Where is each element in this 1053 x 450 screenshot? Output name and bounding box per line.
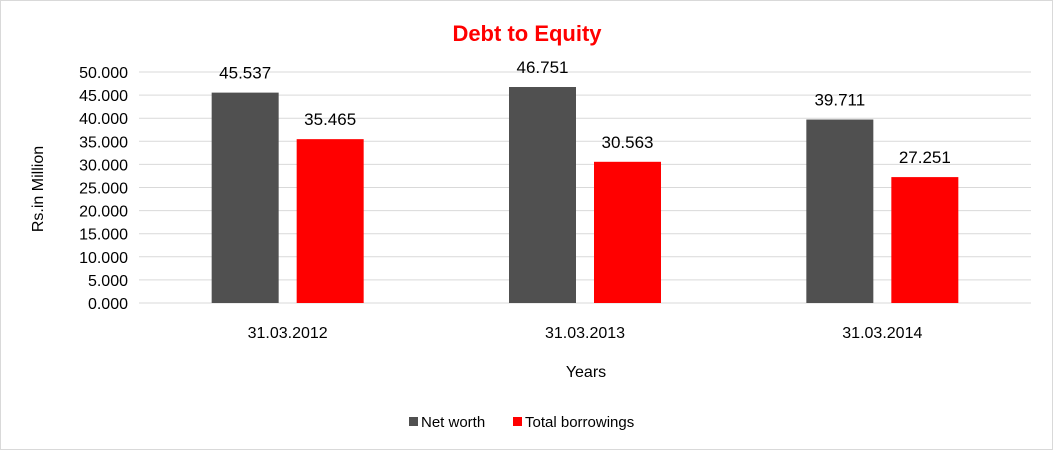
bar-net-worth (509, 87, 576, 304)
x-axis-ticks: 31.03.2012 31.03.2013 31.03.2014 (248, 325, 923, 342)
y-tick-label: 5.000 (88, 273, 128, 290)
y-tick-label: 45.000 (79, 88, 128, 105)
data-label: 27.251 (899, 148, 951, 167)
x-tick-label: 31.03.2013 (545, 325, 625, 342)
data-labels: 45.537 35.465 46.751 30.563 39.711 27.251 (219, 58, 951, 167)
legend-swatch (409, 417, 418, 426)
bar-total-borrowings (891, 177, 959, 303)
bar-total-borrowings (296, 139, 364, 303)
data-label: 35.465 (304, 110, 356, 129)
y-tick-label: 15.000 (79, 227, 128, 244)
gridlines (139, 71, 1031, 304)
y-tick-label: 35.000 (79, 134, 128, 151)
legend-label: Total borrowings (525, 414, 634, 431)
y-tick-label: 25.000 (79, 181, 128, 198)
x-tick-label: 31.03.2012 (248, 325, 328, 342)
bar-net-worth (211, 92, 279, 304)
y-tick-label: 30.000 (79, 157, 128, 174)
bar-total-borrowings (594, 161, 661, 303)
y-tick-label: 10.000 (79, 250, 128, 267)
legend-label: Net worth (421, 414, 485, 431)
bar-net-worth (806, 119, 874, 303)
data-label: 45.537 (219, 64, 271, 83)
bars (211, 87, 959, 304)
y-tick-label: 20.000 (79, 204, 128, 221)
data-label: 39.711 (814, 91, 865, 110)
y-axis-title: Rs.in Million (30, 146, 47, 232)
legend-swatch (513, 417, 522, 426)
legend: Net worth Total borrowings (409, 414, 634, 431)
y-tick-label: 50.000 (79, 65, 128, 82)
y-tick-label: 0.000 (88, 296, 128, 313)
x-axis-title: Years (566, 364, 606, 381)
chart-title: Debt to Equity (452, 21, 602, 46)
y-axis-ticks: 0.000 5.000 10.000 15.000 20.000 25.000 30.000… (79, 65, 128, 313)
x-tick-label: 31.03.2014 (842, 325, 922, 342)
data-label: 30.563 (602, 133, 654, 152)
data-label: 46.751 (517, 58, 569, 77)
y-tick-label: 40.000 (79, 111, 128, 128)
